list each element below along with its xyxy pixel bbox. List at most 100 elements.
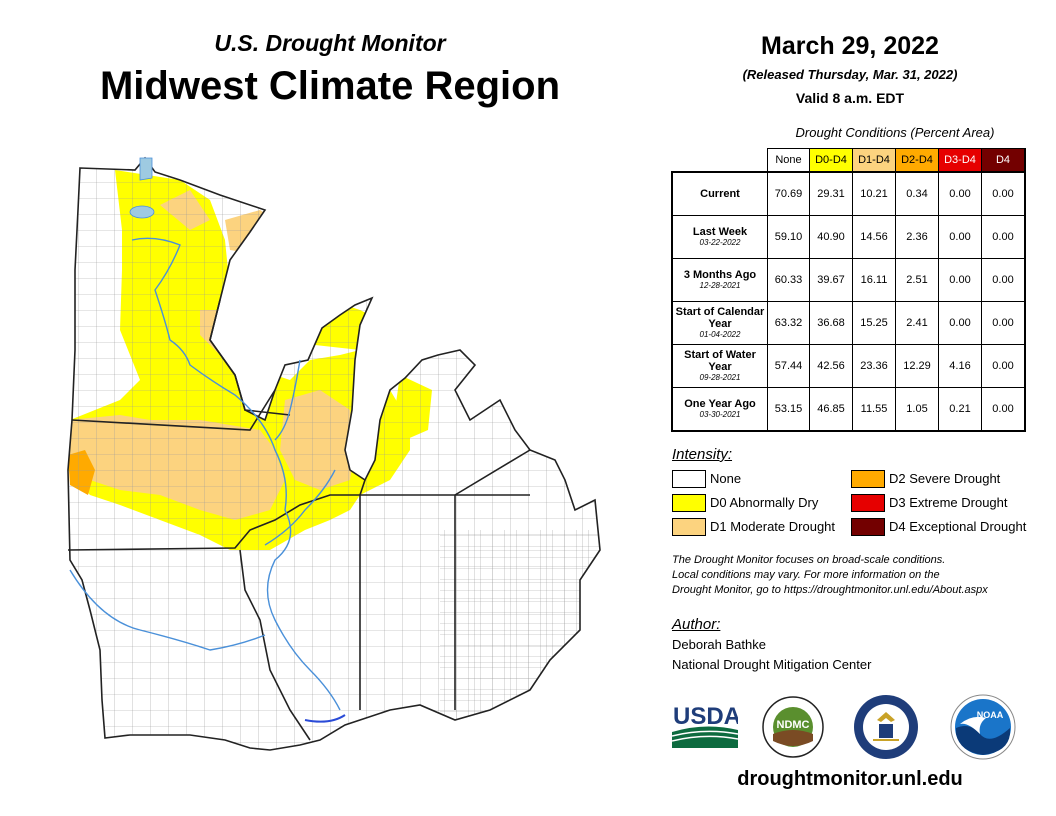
noaa-logo: NOAA	[950, 694, 1016, 760]
table-cell: 2.36	[895, 215, 939, 259]
table-cell: 0.21	[938, 387, 982, 432]
table-row: Start of Water Year 09-28-2021 57.44 42.56 2…	[671, 344, 1026, 388]
row-label: Last Week 03-22-2022	[671, 215, 768, 259]
table-cell: 2.41	[895, 301, 939, 345]
table-cell: 10.21	[852, 171, 896, 216]
county-boundaries-east	[440, 530, 600, 750]
table-cell: 0.00	[981, 301, 1026, 345]
drought-conditions-table: None D0-D4 D1-D4 D2-D4 D3-D4 D4 Current 7…	[671, 148, 1026, 432]
red-lake	[129, 205, 155, 219]
row-label: One Year Ago 03-30-2021	[671, 387, 768, 432]
illinois-river	[264, 469, 336, 546]
table-cell: 29.31	[809, 171, 853, 216]
table-cell: 0.00	[938, 215, 982, 259]
table-cell: 42.56	[809, 344, 853, 388]
svg-text:NDMC: NDMC	[777, 719, 810, 731]
map-title: Midwest Climate Region	[99, 64, 561, 108]
note-line: Drought Monitor, go to https://droughtmo…	[672, 584, 988, 596]
legend-label: D2 Severe Drought	[889, 471, 1001, 486]
legend-label: D0 Abnormally Dry	[710, 495, 819, 510]
legend-swatch	[672, 518, 706, 536]
map-subtitle: U.S. Drought Monitor	[214, 30, 446, 56]
table-cell: 53.15	[767, 387, 810, 432]
table-cell: 0.00	[938, 258, 982, 302]
table-cell: 0.00	[938, 171, 982, 216]
svg-text:USDA: USDA	[673, 703, 738, 730]
table-cell: 12.29	[895, 344, 939, 388]
table-cell: 36.68	[809, 301, 853, 345]
table-cell: 23.36	[852, 344, 896, 388]
valid-time: Valid 8 a.m. EDT	[795, 90, 905, 106]
legend-label: D3 Extreme Drought	[889, 495, 1008, 510]
row-label: Start of Water Year 09-28-2021	[671, 344, 768, 388]
table-cell: 60.33	[767, 258, 810, 302]
row-label-text: Start of Calendar Year	[675, 306, 765, 330]
table-cell: 46.85	[809, 387, 853, 432]
table-cell: 0.00	[981, 171, 1026, 216]
table-row: 3 Months Ago 12-28-2021 60.33 39.67 16.11 2.5…	[671, 258, 1026, 302]
table-header-row: None D0-D4 D1-D4 D2-D4 D3-D4 D4	[672, 148, 1026, 173]
table-cell: 1.05	[895, 387, 939, 432]
legend-label: None	[710, 471, 742, 486]
table-cell: 0.00	[938, 301, 982, 345]
table-cell: 0.00	[981, 344, 1026, 388]
website-link[interactable]: droughtmonitor.unl.edu	[737, 768, 963, 790]
table-row: Current 70.69 29.31 10.21 0.34 0.00 0.00	[671, 171, 1026, 216]
row-date: 01-04-2022	[699, 330, 741, 339]
table-row: One Year Ago 03-30-2021 53.15 46.85 11.55 1.0…	[671, 387, 1026, 432]
row-date: 12-28-2021	[699, 281, 741, 290]
row-label-text: Start of Water Year	[684, 349, 756, 373]
mississippi-river	[131, 237, 341, 711]
column-header: D0-D4	[809, 148, 853, 173]
table-cell: 40.90	[809, 215, 853, 259]
legend-swatch	[672, 494, 706, 512]
author-heading: Author:	[672, 616, 721, 633]
usda-logo: USDA	[672, 703, 738, 748]
missouri-river	[69, 569, 266, 651]
drought-map	[67, 156, 601, 751]
info-note: The Drought Monitor focuses on broad-sca…	[672, 553, 1042, 598]
note-line: Local conditions may vary. For more info…	[672, 569, 940, 581]
table-cell: 0.00	[981, 215, 1026, 259]
table-cell: 63.32	[767, 301, 810, 345]
legend-swatch	[851, 494, 885, 512]
row-date: 03-22-2022	[699, 238, 741, 247]
table-cell: 39.67	[809, 258, 853, 302]
svg-text:NOAA: NOAA	[977, 710, 1004, 720]
table-cell: 57.44	[767, 344, 810, 388]
row-date: 03-30-2021	[699, 410, 741, 419]
column-header: D3-D4	[938, 148, 982, 173]
note-line: The Drought Monitor focuses on broad-sca…	[672, 554, 946, 566]
author-organization: National Drought Mitigation Center	[672, 657, 872, 672]
table-caption: Drought Conditions (Percent Area)	[795, 125, 995, 140]
table-row: Start of Calendar Year 01-04-2022 63.32 36.…	[671, 301, 1026, 345]
row-date: 09-28-2021	[699, 373, 741, 382]
legend-label: D4 Exceptional Drought	[889, 519, 1027, 534]
water-features	[69, 157, 346, 723]
row-label-text: Last Week	[692, 226, 748, 238]
row-label-text: One Year Ago	[684, 398, 756, 410]
table-cell: 0.00	[981, 387, 1026, 432]
table-row: Last Week 03-22-2022 59.10 40.90 14.56 2.36 0.…	[671, 215, 1026, 259]
table-cell: 0.00	[981, 258, 1026, 302]
row-label: Start of Calendar Year 01-04-2022	[671, 301, 768, 345]
table-cell: 15.25	[852, 301, 896, 345]
commerce-logo	[854, 695, 918, 759]
legend-title: Intensity:	[672, 446, 733, 463]
d1-area-upper-michigan	[360, 320, 400, 350]
wisconsin-river	[274, 359, 301, 441]
row-label-text: 3 Months Ago	[683, 269, 757, 281]
table-corner	[672, 148, 768, 173]
table-cell: 0.34	[895, 171, 939, 216]
row-label-text: Current	[700, 188, 740, 200]
row-label: Current	[671, 171, 768, 216]
ndmc-logo: NDMC	[762, 696, 824, 758]
table-cell: 16.11	[852, 258, 896, 302]
table-cell: 70.69	[767, 171, 810, 216]
table-cell: 4.16	[938, 344, 982, 388]
legend-swatch	[851, 470, 885, 488]
legend-label: D1 Moderate Drought	[710, 519, 836, 534]
column-header: None	[767, 148, 810, 173]
table-cell: 11.55	[852, 387, 896, 432]
table-cell: 14.56	[852, 215, 896, 259]
